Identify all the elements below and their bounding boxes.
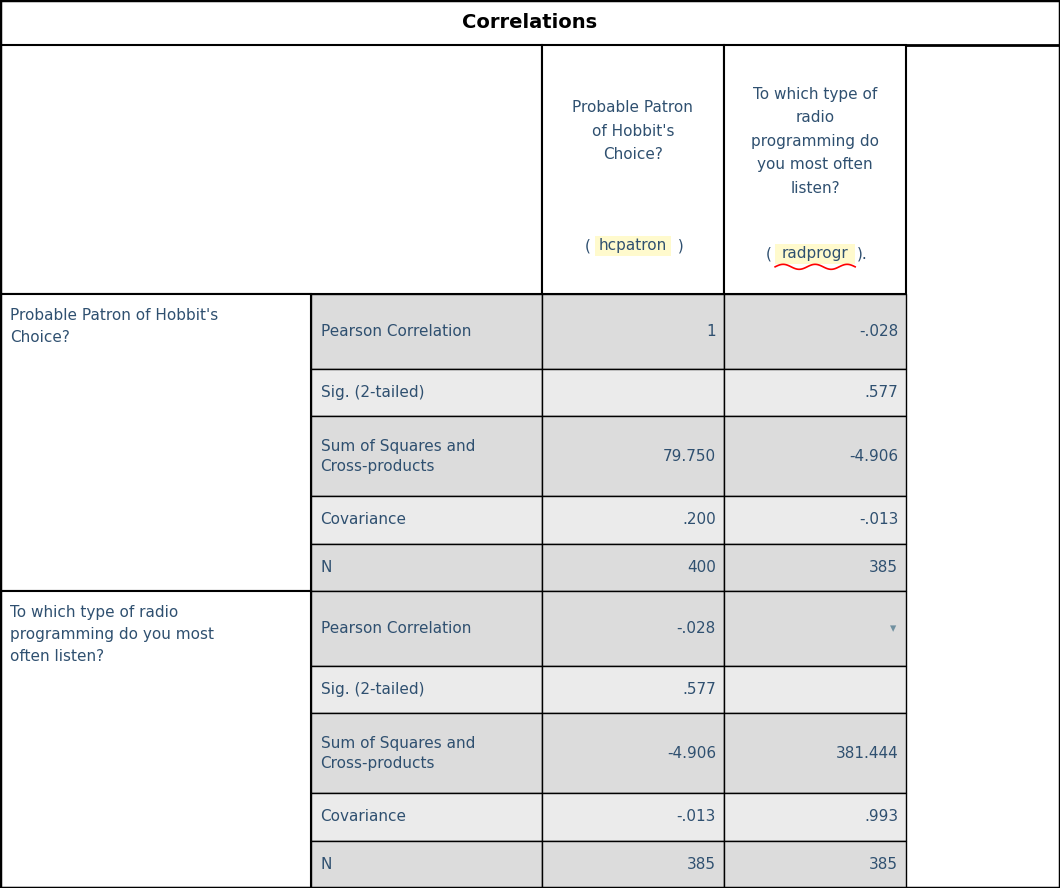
Bar <box>542 543 724 591</box>
Text: 385: 385 <box>869 857 898 872</box>
Bar <box>542 793 724 841</box>
Bar <box>724 841 906 888</box>
Text: -.013: -.013 <box>676 810 716 824</box>
Text: N: N <box>320 559 332 575</box>
Bar <box>542 713 724 793</box>
Text: 381.444: 381.444 <box>835 746 898 761</box>
Text: -4.906: -4.906 <box>849 448 898 464</box>
Bar <box>724 543 906 591</box>
Bar <box>311 496 542 543</box>
Text: Sum of Squares and
Cross-products: Sum of Squares and Cross-products <box>320 439 475 474</box>
Bar <box>0 45 542 294</box>
Text: ▾: ▾ <box>890 622 897 635</box>
Bar <box>542 841 724 888</box>
Text: radprogr: radprogr <box>782 246 848 261</box>
Text: .577: .577 <box>865 385 898 400</box>
Text: Probable Patron
of Hobbit's
Choice?: Probable Patron of Hobbit's Choice? <box>572 100 693 163</box>
Bar <box>724 45 906 294</box>
Bar <box>311 416 542 496</box>
Text: Probable Patron of Hobbit's
Choice?: Probable Patron of Hobbit's Choice? <box>10 308 218 345</box>
Text: (: ( <box>765 246 771 261</box>
Text: Sum of Squares and
Cross-products: Sum of Squares and Cross-products <box>320 735 475 771</box>
Text: To which type of radio
programming do you most
often listen?: To which type of radio programming do yo… <box>10 605 214 664</box>
Text: Pearson Correlation: Pearson Correlation <box>320 324 471 339</box>
Bar <box>724 713 906 793</box>
Text: .200: .200 <box>683 512 716 527</box>
Text: .577: .577 <box>683 682 716 697</box>
Bar <box>311 591 542 666</box>
Bar <box>542 496 724 543</box>
Text: ): ) <box>673 238 684 253</box>
Text: 385: 385 <box>687 857 716 872</box>
Bar <box>775 244 855 264</box>
Text: -.013: -.013 <box>859 512 898 527</box>
Bar <box>0 591 311 888</box>
Bar <box>542 294 724 369</box>
Bar <box>724 294 906 369</box>
Bar <box>724 793 906 841</box>
Text: Sig. (2-tailed): Sig. (2-tailed) <box>320 385 424 400</box>
Text: 1: 1 <box>706 324 716 339</box>
Bar <box>311 793 542 841</box>
Bar <box>542 416 724 496</box>
Text: (: ( <box>585 238 590 253</box>
Bar <box>724 666 906 713</box>
Bar <box>724 591 906 666</box>
Text: Sig. (2-tailed): Sig. (2-tailed) <box>320 682 424 697</box>
Text: 385: 385 <box>869 559 898 575</box>
Text: Pearson Correlation: Pearson Correlation <box>320 621 471 636</box>
Bar <box>542 666 724 713</box>
Text: N: N <box>320 857 332 872</box>
Bar <box>311 841 542 888</box>
Text: .993: .993 <box>864 810 898 824</box>
Bar <box>0 0 1060 45</box>
Text: Covariance: Covariance <box>320 810 407 824</box>
Text: -.028: -.028 <box>859 324 898 339</box>
Text: To which type of
radio
programming do
you most often
listen?: To which type of radio programming do yo… <box>752 87 879 195</box>
Text: Covariance: Covariance <box>320 512 407 527</box>
Bar <box>0 294 311 591</box>
Bar <box>311 666 542 713</box>
Text: 400: 400 <box>687 559 716 575</box>
Bar <box>311 543 542 591</box>
Text: 79.750: 79.750 <box>662 448 716 464</box>
Bar <box>724 416 906 496</box>
Bar <box>311 369 542 416</box>
Text: ).: ). <box>858 246 868 261</box>
Bar <box>595 236 671 256</box>
Bar <box>542 369 724 416</box>
Bar <box>311 294 542 369</box>
Bar <box>311 713 542 793</box>
Bar <box>542 45 724 294</box>
Text: Correlations: Correlations <box>462 13 598 32</box>
Bar <box>724 369 906 416</box>
Bar <box>724 496 906 543</box>
Text: hcpatron: hcpatron <box>599 238 667 253</box>
Bar <box>542 591 724 666</box>
Text: -.028: -.028 <box>676 621 716 636</box>
Text: -4.906: -4.906 <box>667 746 716 761</box>
